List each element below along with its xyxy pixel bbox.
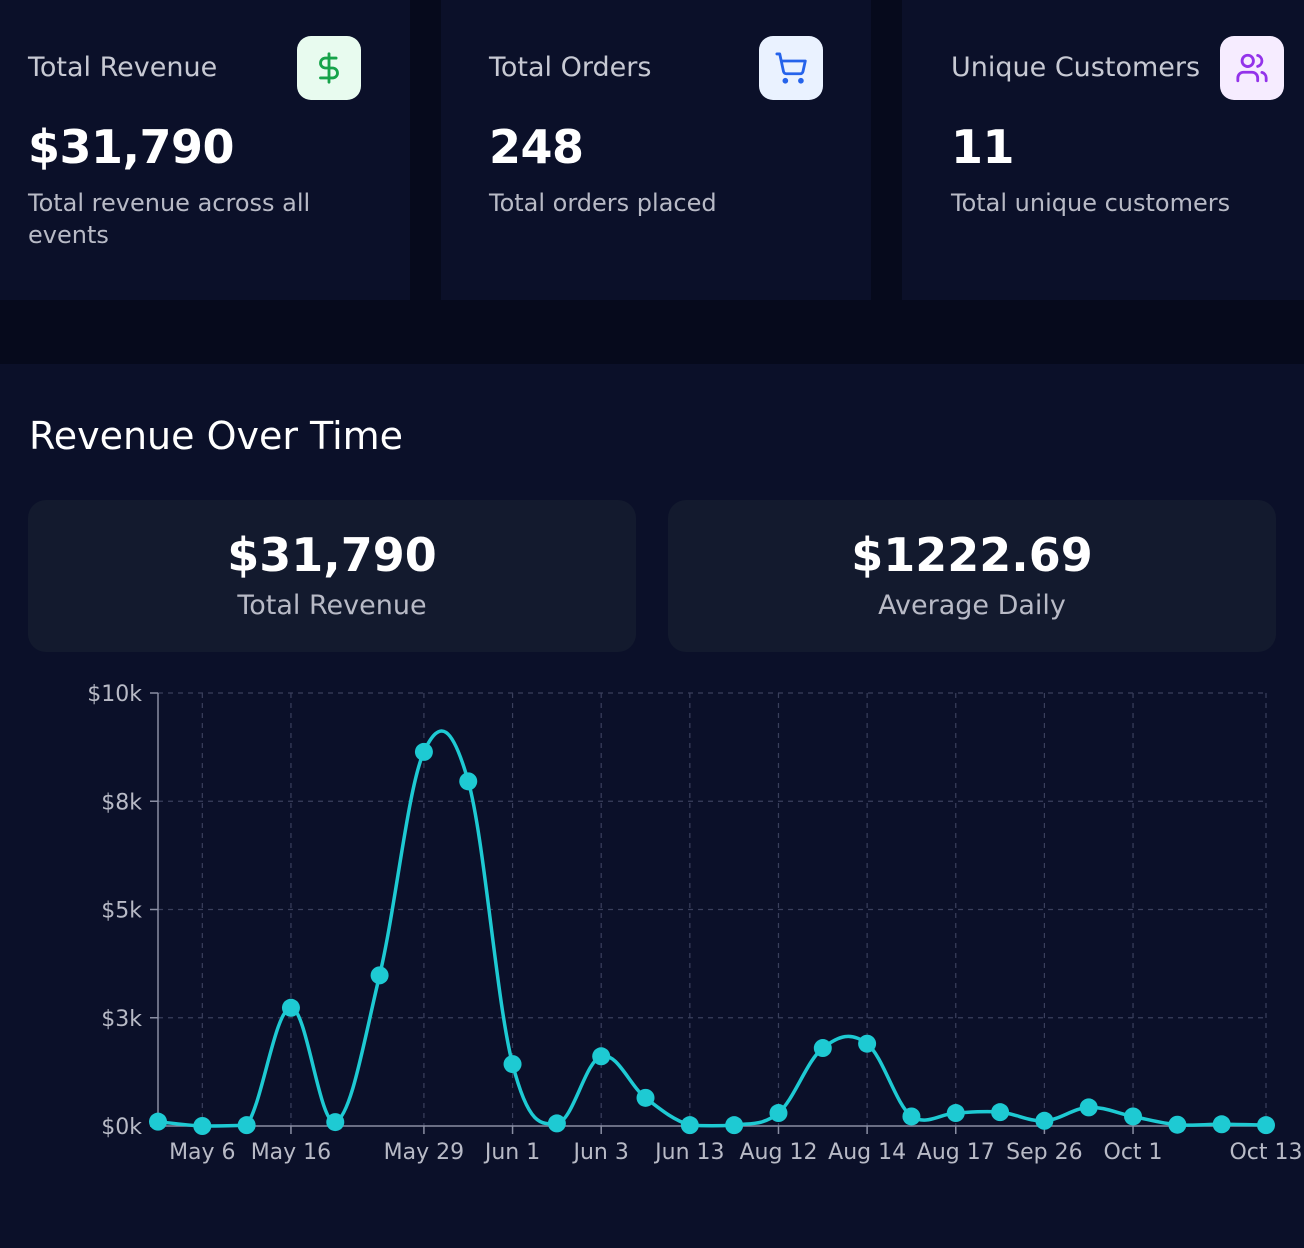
data-point (592, 1047, 611, 1066)
data-point (946, 1104, 965, 1123)
data-point (1079, 1098, 1098, 1117)
unique-customers-card: Unique Customers 11 Total unique custome… (902, 0, 1304, 300)
data-point (1257, 1116, 1275, 1135)
x-tick-label: May 6 (169, 1140, 235, 1165)
data-point (281, 998, 300, 1017)
y-tick-label: $0k (101, 1115, 142, 1140)
x-tick-label: Jun 1 (483, 1140, 540, 1165)
data-point (725, 1116, 744, 1135)
card-title: Unique Customers (951, 52, 1201, 83)
card-description: Total unique customers (951, 189, 1231, 217)
data-point (636, 1088, 655, 1107)
data-point (459, 772, 478, 791)
total-orders-card: Total Orders 248 Total orders placed (441, 0, 871, 300)
stat-value: $31,790 (227, 528, 437, 582)
x-tick-label: Aug 14 (828, 1140, 906, 1165)
x-tick-label: Oct 1 (1104, 1140, 1163, 1165)
data-point (769, 1104, 788, 1123)
data-point (326, 1113, 345, 1132)
card-value: $31,790 (28, 120, 235, 174)
stat-value: $1222.69 (851, 528, 1093, 582)
data-point (414, 742, 433, 761)
card-description: Total orders placed (489, 189, 717, 217)
stat-label: Average Daily (878, 590, 1066, 621)
data-point (813, 1039, 832, 1058)
dollar-icon (297, 36, 361, 100)
x-tick-label: Jun 3 (572, 1140, 629, 1165)
card-description: Total revenue across all events (28, 189, 311, 249)
revenue-series-line (157, 729, 1267, 1128)
x-tick-label: Aug 12 (740, 1140, 818, 1165)
data-point (858, 1034, 877, 1053)
data-point (237, 1116, 256, 1135)
data-point (370, 966, 389, 985)
y-tick-label: $8k (101, 790, 142, 815)
card-value: 248 (489, 120, 584, 174)
data-point (680, 1116, 699, 1135)
y-tick-label: $10k (87, 682, 142, 707)
data-point (193, 1117, 212, 1135)
x-tick-label: Jun 13 (653, 1140, 724, 1165)
card-value: 11 (951, 120, 1015, 174)
card-title: Total Orders (489, 52, 652, 83)
y-tick-label: $3k (101, 1007, 142, 1032)
data-point (1168, 1115, 1187, 1134)
cart-icon (759, 36, 823, 100)
y-tick-label: $5k (101, 899, 142, 924)
data-point (547, 1114, 566, 1133)
users-icon (1220, 36, 1284, 100)
x-tick-label: Aug 17 (917, 1140, 995, 1165)
card-title: Total Revenue (28, 52, 218, 83)
x-tick-label: May 29 (384, 1140, 464, 1165)
data-point (1124, 1107, 1143, 1126)
data-point (503, 1055, 522, 1074)
data-point (991, 1103, 1010, 1122)
data-point (902, 1107, 921, 1126)
section-title: Revenue Over Time (29, 414, 404, 458)
revenue-line-chart: $0k $3k $5k $8k $10k May 6 May 16 May 29 Jun 1 Ju… (87, 682, 1302, 1165)
data-point (149, 1112, 167, 1131)
average-daily-stat: $1222.69 Average Daily (668, 500, 1276, 652)
x-tick-label: May 16 (251, 1140, 331, 1165)
stat-label: Total Revenue (237, 590, 427, 621)
data-point (1035, 1111, 1054, 1130)
total-revenue-card: Total Revenue $31,790 Total revenue acro… (0, 0, 410, 300)
data-point (1212, 1115, 1231, 1134)
total-revenue-stat: $31,790 Total Revenue (28, 500, 636, 652)
x-tick-label: Sep 26 (1006, 1140, 1082, 1165)
x-tick-label: Oct 13 (1229, 1140, 1302, 1165)
